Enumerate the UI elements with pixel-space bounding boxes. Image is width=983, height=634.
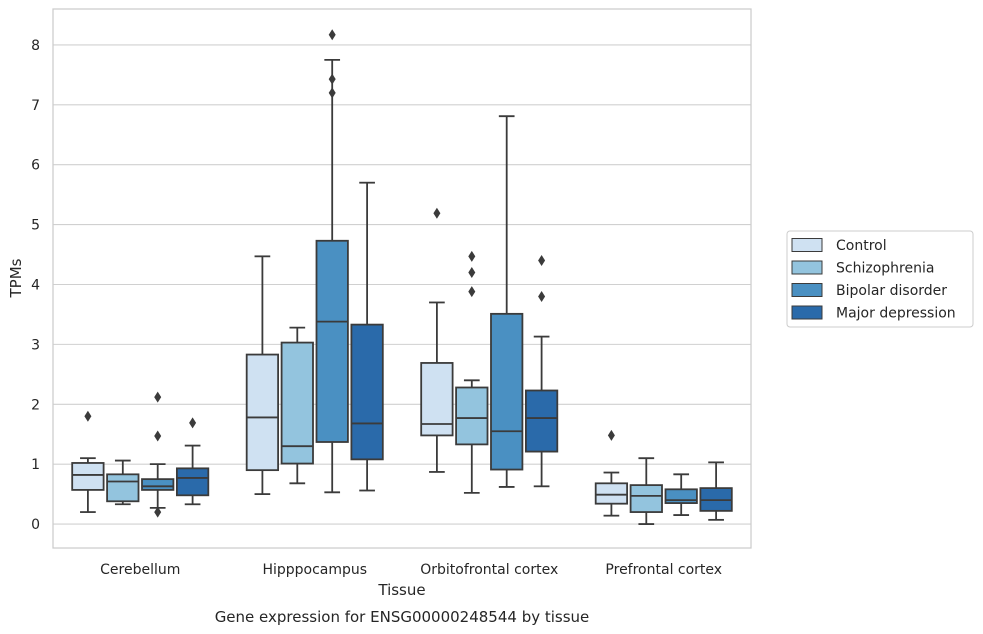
- box-group: [280, 326, 314, 485]
- y-tick-label: 5: [31, 218, 40, 234]
- outlier-point: [84, 410, 92, 422]
- x-tick-label: Orbitofrontal cortex: [420, 562, 558, 578]
- box-rect: [280, 341, 314, 465]
- legend-label: Bipolar disorder: [836, 283, 947, 299]
- box-group: [315, 29, 349, 494]
- y-tick-label: 7: [31, 98, 40, 114]
- y-tick-label: 8: [31, 38, 40, 54]
- box-rect: [245, 353, 280, 472]
- outlier-point: [468, 267, 476, 279]
- y-tick-label: 2: [31, 397, 40, 413]
- box-rect: [455, 386, 489, 446]
- box-group: [699, 461, 733, 521]
- y-tick-labels: 0 1 2 3 4 5 6 7 8: [31, 38, 40, 533]
- box-rect: [175, 467, 210, 497]
- box-rect: [524, 389, 559, 453]
- box-group: [524, 255, 559, 488]
- box-group: [106, 459, 140, 506]
- box-group: [420, 207, 454, 473]
- legend-label: Schizophrenia: [836, 261, 934, 277]
- box-rect: [141, 478, 175, 491]
- box-group: [141, 391, 175, 518]
- y-tick-label: 4: [31, 277, 40, 293]
- x-tick-label: Prefrontal cortex: [605, 562, 722, 578]
- box-group: [490, 115, 524, 488]
- box-rect: [71, 462, 105, 491]
- x-tick-label: Cerebellum: [100, 562, 180, 578]
- box-group: [594, 429, 629, 517]
- legend-swatch: [791, 305, 823, 320]
- box-rect: [315, 239, 349, 443]
- legend-swatch: [791, 238, 823, 252]
- legend-label: Control: [836, 238, 887, 254]
- outlier-point: [328, 29, 336, 41]
- y-axis-label: TPMs: [7, 258, 25, 298]
- box-rect: [664, 488, 698, 504]
- outlier-point: [189, 417, 197, 429]
- chart-caption: Gene expression for ENSG00000248544 by t…: [215, 608, 590, 626]
- outlier-point: [154, 391, 162, 403]
- box-group: [664, 473, 698, 516]
- box-rect: [629, 484, 663, 513]
- outlier-point: [538, 290, 546, 302]
- y-tick-label: 6: [31, 158, 40, 174]
- legend-swatch: [791, 260, 823, 275]
- outlier-point: [328, 87, 336, 99]
- box-rect: [106, 473, 140, 503]
- outlier-point: [607, 429, 615, 441]
- legend: Control Schizophrenia Bipolar disorder Majo…: [786, 230, 974, 328]
- box-group: [350, 181, 384, 492]
- box-group: [175, 417, 210, 506]
- legend-label: Major depression: [836, 306, 956, 322]
- x-tick-label: Hipppocampus: [262, 562, 367, 578]
- outlier-point: [154, 430, 162, 442]
- box-rect: [594, 482, 629, 505]
- box-rect: [490, 312, 524, 471]
- outlier-point: [328, 73, 336, 85]
- outlier-point: [468, 286, 476, 298]
- legend-swatch: [791, 283, 823, 297]
- outlier-point: [468, 250, 476, 262]
- x-axis-label: Tissue: [377, 581, 425, 599]
- plot-frame: [52, 8, 752, 549]
- gridlines: [53, 44, 751, 525]
- box-group: [629, 457, 663, 525]
- x-tick-labels: Cerebellum Hipppocampus Orbitofrontal cort…: [100, 562, 722, 578]
- y-tick-label: 3: [31, 337, 40, 353]
- y-tick-label: 0: [31, 517, 40, 533]
- box-group: [245, 255, 280, 496]
- outlier-point: [433, 207, 441, 219]
- legend-frame: [786, 230, 974, 328]
- y-tick-label: 1: [31, 457, 40, 473]
- box-group: [455, 250, 489, 494]
- box-rect: [350, 323, 384, 461]
- outlier-point: [538, 255, 546, 267]
- outlier-point: [154, 506, 162, 518]
- boxes: [71, 29, 733, 525]
- box-group: [71, 410, 105, 513]
